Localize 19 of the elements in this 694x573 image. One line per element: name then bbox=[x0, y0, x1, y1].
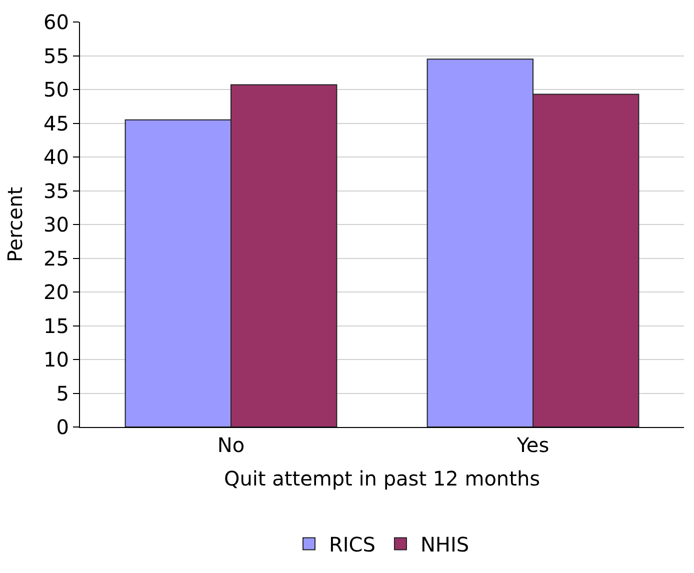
x-tick-label: Yes bbox=[516, 433, 550, 457]
y-tick-label: 50 bbox=[44, 78, 69, 102]
y-tick-label: 10 bbox=[44, 348, 69, 372]
y-tick-label: 45 bbox=[44, 111, 69, 136]
legend-label: RICS bbox=[329, 532, 376, 556]
y-axis-title: Percent bbox=[3, 186, 28, 262]
x-axis-title: Quit attempt in past 12 months bbox=[224, 466, 540, 490]
y-tick-label: 15 bbox=[44, 314, 69, 338]
legend-label: NHIS bbox=[420, 532, 470, 556]
y-tick-label: 40 bbox=[44, 145, 69, 169]
y-tick-label: 35 bbox=[44, 178, 69, 203]
y-tick-label: 55 bbox=[44, 44, 69, 68]
x-tick-label: No bbox=[217, 433, 245, 457]
y-tick-label: 20 bbox=[44, 280, 69, 304]
y-tick-label: 60 bbox=[44, 10, 69, 34]
y-tick-label: 5 bbox=[56, 381, 69, 406]
y-tick-label: 30 bbox=[44, 212, 69, 236]
y-tick-label: 25 bbox=[44, 246, 69, 270]
y-tick-label: 0 bbox=[56, 415, 69, 439]
